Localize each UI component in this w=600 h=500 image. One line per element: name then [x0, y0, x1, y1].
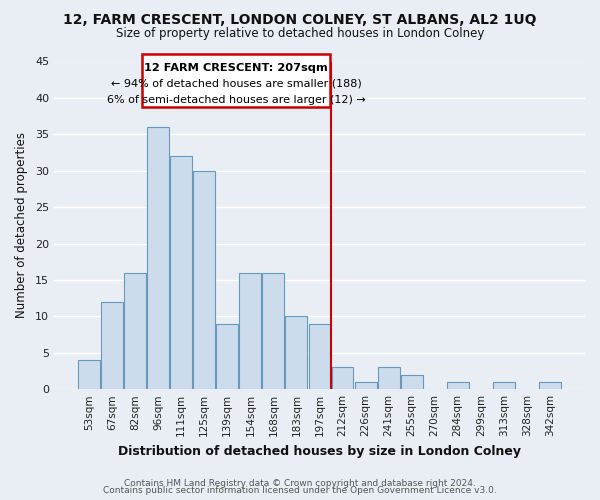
- Bar: [101, 302, 123, 389]
- Text: ← 94% of detached houses are smaller (188): ← 94% of detached houses are smaller (18…: [110, 79, 361, 89]
- Bar: [170, 156, 192, 389]
- X-axis label: Distribution of detached houses by size in London Colney: Distribution of detached houses by size …: [118, 444, 521, 458]
- Bar: [539, 382, 561, 389]
- Bar: [262, 272, 284, 389]
- Text: Contains public sector information licensed under the Open Government Licence v3: Contains public sector information licen…: [103, 486, 497, 495]
- Bar: [447, 382, 469, 389]
- Text: 6% of semi-detached houses are larger (12) →: 6% of semi-detached houses are larger (1…: [107, 95, 365, 105]
- Bar: [355, 382, 377, 389]
- Bar: [308, 324, 331, 389]
- Bar: [377, 368, 400, 389]
- Bar: [193, 170, 215, 389]
- FancyBboxPatch shape: [142, 54, 330, 106]
- Bar: [217, 324, 238, 389]
- Text: Size of property relative to detached houses in London Colney: Size of property relative to detached ho…: [116, 28, 484, 40]
- Bar: [332, 368, 353, 389]
- Bar: [147, 127, 169, 389]
- Bar: [493, 382, 515, 389]
- Bar: [78, 360, 100, 389]
- Text: 12, FARM CRESCENT, LONDON COLNEY, ST ALBANS, AL2 1UQ: 12, FARM CRESCENT, LONDON COLNEY, ST ALB…: [63, 12, 537, 26]
- Bar: [401, 374, 422, 389]
- Text: 12 FARM CRESCENT: 207sqm: 12 FARM CRESCENT: 207sqm: [144, 63, 328, 73]
- Bar: [124, 272, 146, 389]
- Y-axis label: Number of detached properties: Number of detached properties: [15, 132, 28, 318]
- Bar: [239, 272, 261, 389]
- Text: Contains HM Land Registry data © Crown copyright and database right 2024.: Contains HM Land Registry data © Crown c…: [124, 478, 476, 488]
- Bar: [286, 316, 307, 389]
